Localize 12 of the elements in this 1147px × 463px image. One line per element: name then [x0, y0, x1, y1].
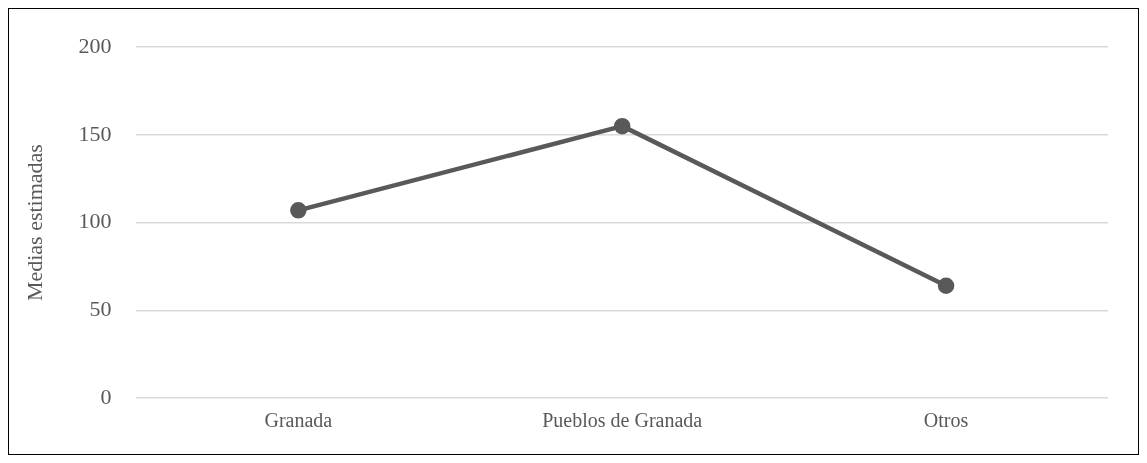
point	[613, 117, 631, 135]
y-tick-label: 0	[100, 383, 112, 409]
point	[937, 277, 955, 294]
x-tick-label: Pueblos de Granada	[542, 409, 703, 432]
y-tick-label: 50	[89, 296, 112, 322]
y-tick-label: 200	[78, 32, 112, 58]
y-axis-title: Medias estimadas	[21, 144, 47, 302]
x-tick-label: Otros	[923, 409, 969, 432]
y-tick-label: 100	[78, 208, 112, 234]
y-tick-label: 150	[78, 120, 112, 146]
x-tick-label: Granada	[264, 409, 333, 432]
point	[290, 202, 307, 219]
